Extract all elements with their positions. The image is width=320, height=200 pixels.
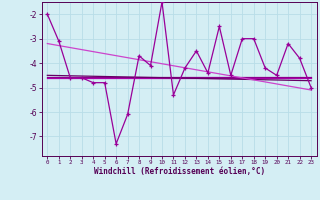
X-axis label: Windchill (Refroidissement éolien,°C): Windchill (Refroidissement éolien,°C) (94, 167, 265, 176)
